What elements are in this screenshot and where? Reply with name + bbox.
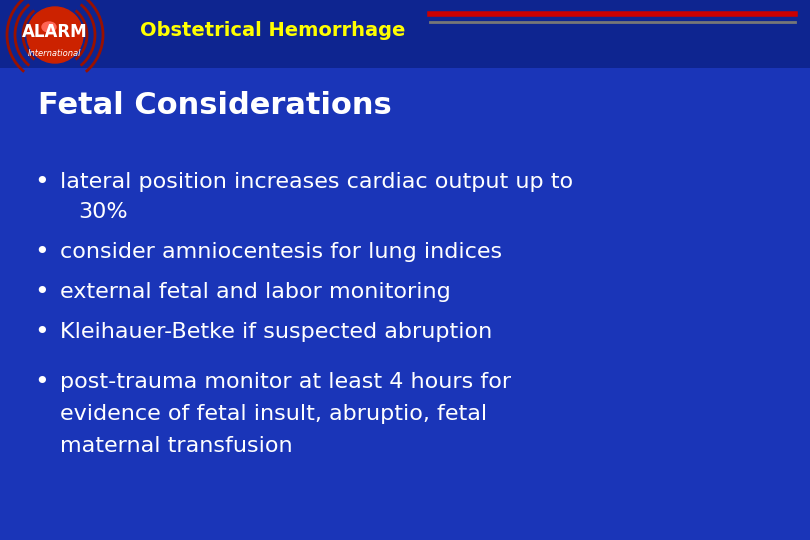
Text: •: • (35, 170, 49, 194)
Text: Kleihauer-Betke if suspected abruption: Kleihauer-Betke if suspected abruption (60, 322, 492, 342)
Text: ALARM: ALARM (22, 23, 87, 41)
Text: consider amniocentesis for lung indices: consider amniocentesis for lung indices (60, 242, 502, 262)
Text: post-trauma monitor at least 4 hours for: post-trauma monitor at least 4 hours for (60, 372, 511, 392)
Text: •: • (35, 240, 49, 264)
Text: International: International (28, 49, 82, 57)
Text: •: • (35, 370, 49, 394)
Text: lateral position increases cardiac output up to: lateral position increases cardiac outpu… (60, 172, 573, 192)
Text: 30%: 30% (78, 202, 128, 222)
Text: maternal transfusion: maternal transfusion (60, 436, 292, 456)
FancyBboxPatch shape (0, 0, 810, 68)
Text: external fetal and labor monitoring: external fetal and labor monitoring (60, 282, 450, 302)
Text: evidence of fetal insult, abruptio, fetal: evidence of fetal insult, abruptio, feta… (60, 404, 487, 424)
Text: •: • (35, 280, 49, 304)
Ellipse shape (42, 22, 56, 32)
Text: •: • (35, 320, 49, 344)
Text: Fetal Considerations: Fetal Considerations (38, 91, 392, 120)
Text: Obstetrical Hemorrhage: Obstetrical Hemorrhage (140, 21, 405, 39)
Circle shape (27, 7, 83, 63)
